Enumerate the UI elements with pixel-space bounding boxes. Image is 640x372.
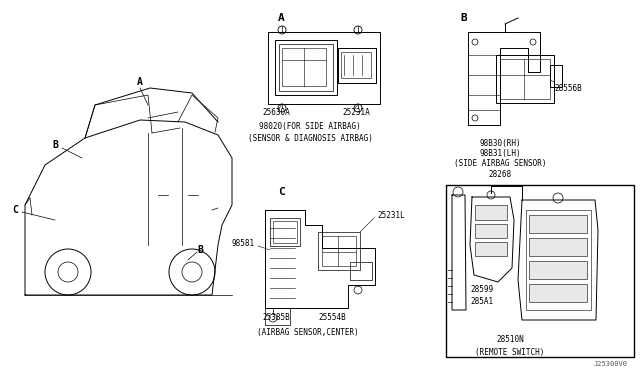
Bar [279,44,333,91]
Bar [475,224,507,238]
Text: (AIRBAG SENSOR,CENTER): (AIRBAG SENSOR,CENTER) [257,327,359,337]
Text: 25231L: 25231L [377,211,404,219]
Text: 285A1: 285A1 [470,298,493,307]
Text: (SENSOR & DIAGNOSIS AIRBAG): (SENSOR & DIAGNOSIS AIRBAG) [248,134,372,142]
Bar [446,185,634,357]
Text: B: B [52,140,58,150]
Text: 98581: 98581 [232,240,255,248]
Bar [282,48,326,86]
Bar [526,210,591,310]
Text: 98020(FOR SIDE AIRBAG): 98020(FOR SIDE AIRBAG) [259,122,361,131]
Text: 25231A: 25231A [342,108,370,116]
Bar [270,218,300,246]
Text: B: B [460,13,467,23]
Text: 28599: 28599 [470,285,493,295]
Text: 25630A: 25630A [262,108,290,116]
Bar [529,261,587,279]
Text: C: C [12,205,18,215]
Text: C: C [278,187,285,197]
Bar [268,32,380,104]
Bar [550,65,562,87]
Bar [475,205,507,220]
Bar [341,52,371,78]
Text: 28556B: 28556B [554,83,582,93]
Text: 28268: 28268 [488,170,511,179]
Text: 25554B: 25554B [318,314,346,323]
Bar [529,215,587,233]
Text: 25385B: 25385B [262,314,290,323]
Bar [350,262,372,280]
Bar [275,40,337,95]
Bar [496,55,554,103]
Text: B: B [197,245,203,255]
Bar [529,284,587,302]
Text: 28510N: 28510N [496,336,524,344]
Bar [273,221,297,243]
Text: (REMOTE SWITCH): (REMOTE SWITCH) [476,347,545,356]
Text: A: A [137,77,143,87]
Bar [318,232,360,270]
Text: (SIDE AIRBAG SENSOR): (SIDE AIRBAG SENSOR) [454,158,547,167]
Bar [338,48,376,83]
Bar [475,242,507,256]
Bar [500,59,550,99]
Text: 98B31(LH): 98B31(LH) [479,148,521,157]
Text: 98B30(RH): 98B30(RH) [479,138,521,148]
Text: J25300V0: J25300V0 [594,361,628,367]
Bar [322,236,356,266]
Text: A: A [278,13,285,23]
Bar [529,238,587,256]
